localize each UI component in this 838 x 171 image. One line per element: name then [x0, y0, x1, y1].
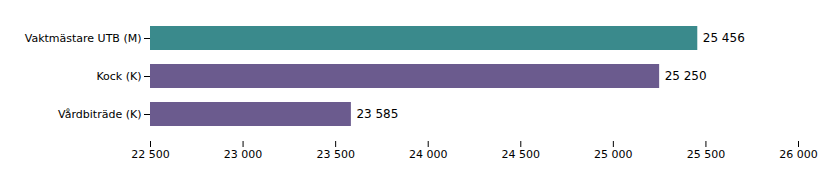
svg-text:24 500: 24 500: [502, 148, 541, 161]
svg-text:25 250: 25 250: [665, 69, 707, 83]
svg-text:22 500: 22 500: [131, 148, 170, 161]
svg-text:26 000: 26 000: [779, 148, 818, 161]
svg-text:24 000: 24 000: [409, 148, 448, 161]
svg-text:25 456: 25 456: [703, 31, 745, 45]
svg-text:Kock (K): Kock (K): [96, 70, 141, 83]
svg-text:23 585: 23 585: [356, 107, 398, 121]
svg-text:Vaktmästare UTB (M): Vaktmästare UTB (M): [25, 32, 142, 45]
svg-text:Vårdbiträde (K): Vårdbiträde (K): [58, 108, 141, 121]
svg-text:23 500: 23 500: [316, 148, 355, 161]
svg-text:25 000: 25 000: [594, 148, 633, 161]
svg-text:23 000: 23 000: [224, 148, 262, 161]
svg-text:25 500: 25 500: [687, 148, 726, 161]
